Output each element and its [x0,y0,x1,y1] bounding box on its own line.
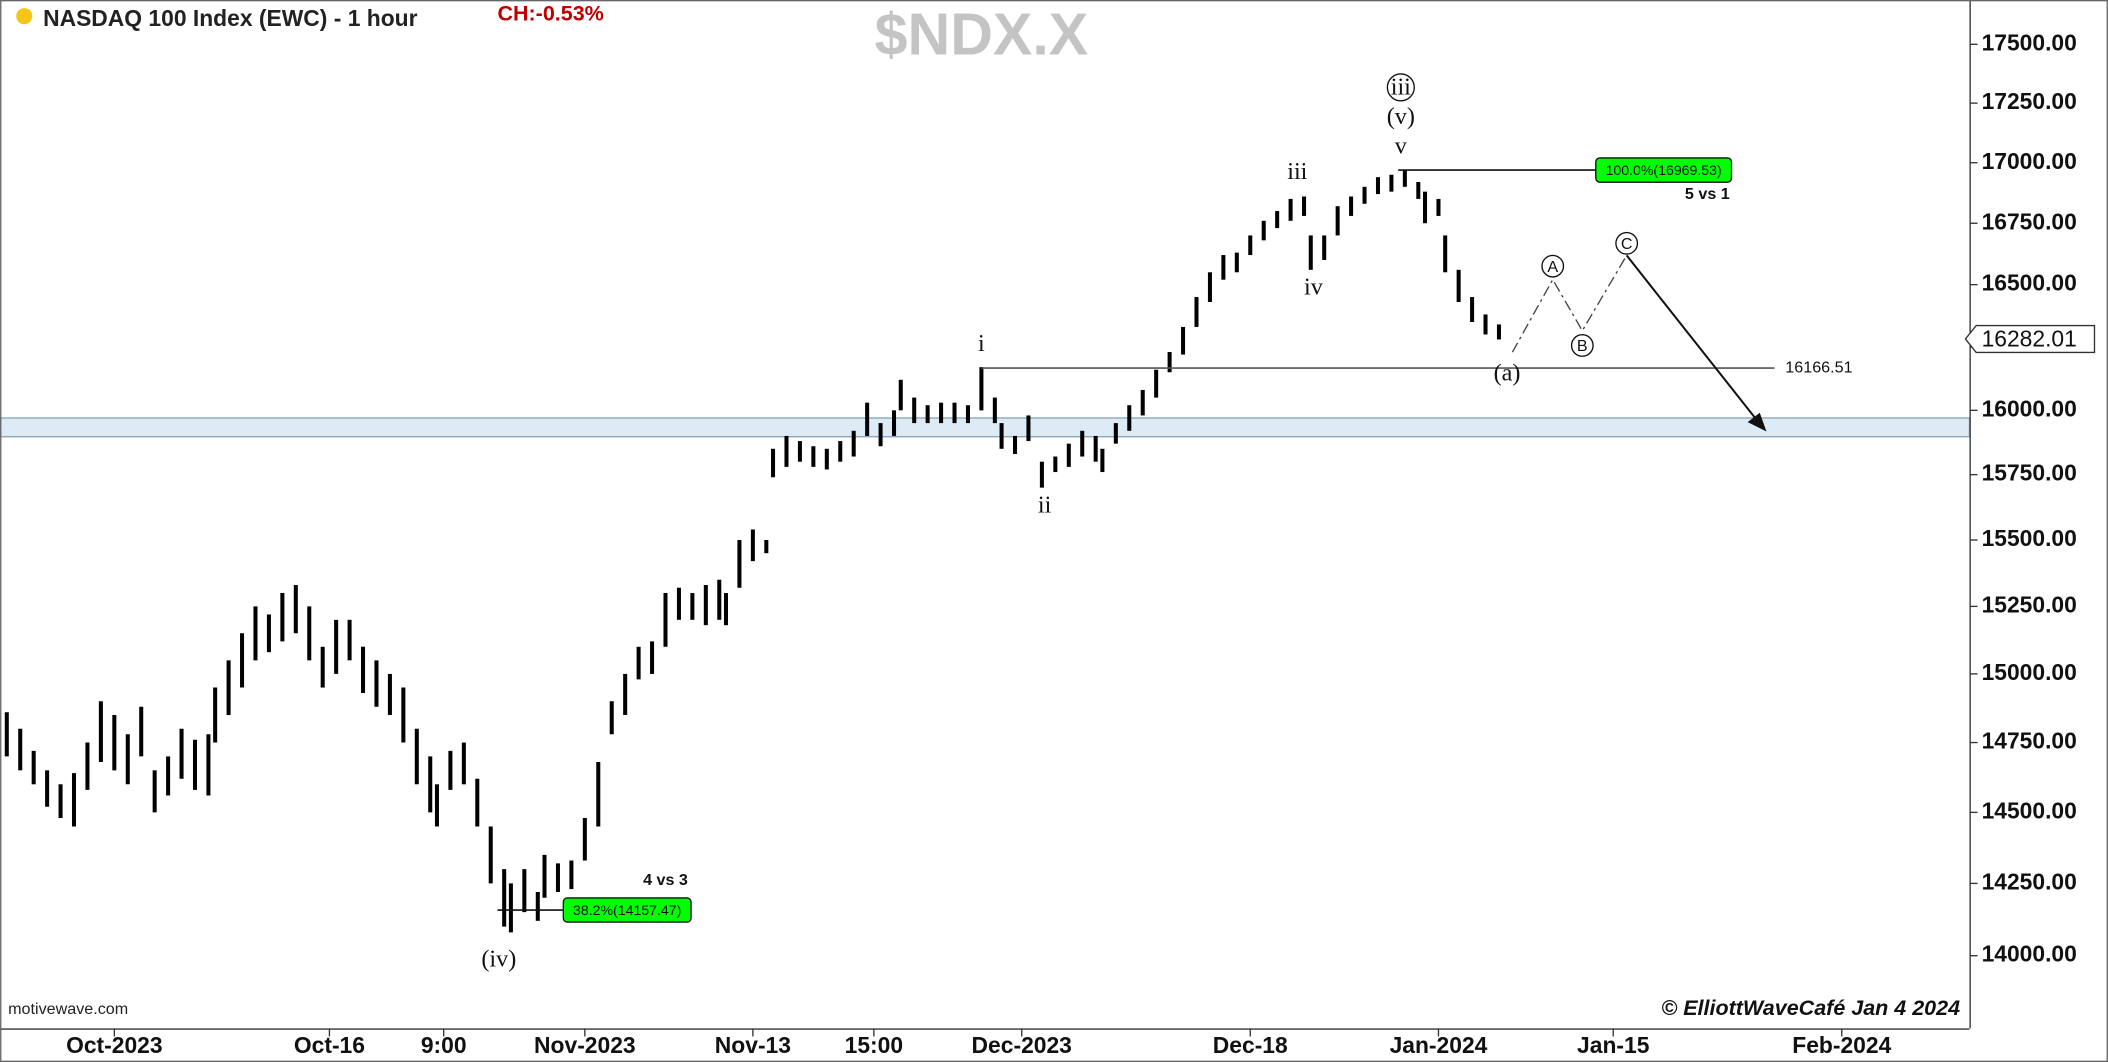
wave-label: iii [1391,73,1411,100]
y-tick-label: 15500.00 [1982,525,2077,551]
projection-path [1511,255,1628,353]
x-tick-label: Jan-2024 [1390,1032,1488,1058]
wave-circle [1570,334,1594,357]
x-tick-label: 9:00 [421,1032,467,1058]
wave-label: iii [1287,158,1307,185]
wave-label: (v) [1387,103,1415,130]
fib-box [1595,157,1733,183]
wave-label: iv [1304,274,1324,301]
reference-label: 16166.51 [1785,358,1852,376]
copyright: © ElliottWaveCafé Jan 4 2024 [1661,996,1960,1020]
x-tick-label: Nov-13 [715,1032,791,1058]
fib-label: 38.2%(14157.47) [573,902,681,918]
wave-label: (iv) [481,946,516,973]
x-tick-label: Dec-2023 [972,1032,1072,1058]
y-tick-label: 14000.00 [1982,941,2077,967]
wave-circle [1541,254,1565,278]
y-tick-label: 14500.00 [1982,797,2077,823]
x-tick-label: Dec-18 [1213,1032,1288,1058]
fib-box [562,897,692,923]
wave-label: C [1621,235,1633,253]
y-tick-label: 17000.00 [1982,148,2077,174]
note: 5 vs 1 [1685,185,1730,203]
x-tick-label: Feb-2024 [1792,1032,1891,1058]
y-tick-label: 17250.00 [1982,88,2077,114]
y-tick-label: 14250.00 [1982,868,2077,894]
y-tick-label: 16500.00 [1982,270,2077,296]
wave-label: (a) [1494,360,1521,387]
wave-circle [1386,73,1415,102]
x-tick-label: 15:00 [845,1032,903,1058]
wave-label: v [1395,132,1408,159]
wave-label: B [1577,337,1588,355]
chart-title: NASDAQ 100 Index (EWC) - 1 hour [43,5,418,31]
source: motivewave.com [8,1000,128,1018]
x-tick-label: Jan-15 [1577,1032,1650,1058]
change: CH:-0.53% [497,1,603,25]
note: 4 vs 3 [643,871,688,889]
wave-label: A [1547,258,1558,276]
support-zone [0,417,1971,438]
fib-label: 100.0%(16969.53) [1606,162,1722,178]
last-price-box [1964,324,2096,354]
y-tick-label: 15750.00 [1982,460,2077,486]
symbol-watermark: $NDX.X [875,1,1089,68]
projection-arrow [1625,254,1760,423]
wave-label: i [978,330,985,357]
y-tick-label: 15000.00 [1982,659,2077,685]
y-tick-label: 16750.00 [1982,208,2077,234]
wave-label: ii [1038,491,1052,518]
x-tick-label: Nov-2023 [534,1032,636,1058]
wave-circle [1615,231,1639,255]
last-price-label: 16282.01 [1982,325,2077,351]
y-tick-label: 16000.00 [1982,395,2077,421]
y-tick-label: 15250.00 [1982,591,2077,617]
plot-area [0,169,1971,933]
x-tick-label: Oct-16 [294,1032,365,1058]
x-tick-label: Oct-2023 [66,1032,163,1058]
arrow-head [1747,412,1767,432]
y-tick-label: 14750.00 [1982,728,2077,754]
y-tick-label: 17500.00 [1982,29,2077,55]
status-dot [16,8,33,25]
